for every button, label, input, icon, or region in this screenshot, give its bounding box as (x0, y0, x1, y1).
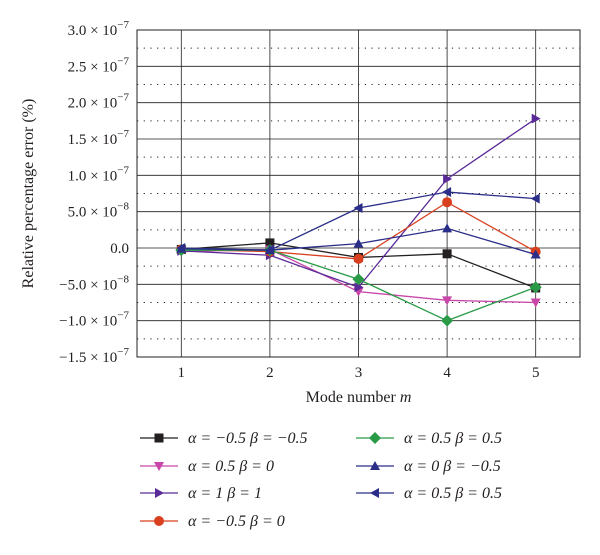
legend-marker (370, 461, 380, 470)
legend-marker (369, 432, 381, 444)
data-point (442, 249, 452, 259)
legend-label: α = 0.5 β = 0.5 (404, 430, 502, 447)
data-point (176, 243, 186, 253)
data-point (353, 253, 364, 264)
y-tick-label: 5.0 × 10−8 (68, 201, 130, 221)
legend-marker (154, 433, 164, 443)
data-point (442, 296, 453, 306)
y-tick-label: −5.0 × 10−8 (59, 273, 129, 293)
x-tick-label: 2 (266, 365, 274, 381)
y-tick-label: 1.5 × 10−7 (68, 128, 130, 148)
x-tick-label: 5 (532, 365, 540, 381)
legend-label: α = 0.5 β = 0.5 (404, 485, 502, 502)
data-point (354, 282, 364, 293)
y-tick-label: −1.0 × 10−7 (59, 310, 129, 330)
legend-item: α = 0.5 β = 0.5 (356, 430, 502, 447)
legend-item: α = −0.5 β = 0 (140, 513, 285, 530)
data-point (443, 173, 453, 184)
data-point (530, 193, 540, 204)
legend-label: α = −0.5 β = 0 (188, 513, 285, 530)
data-point (530, 249, 541, 259)
legend-marker (154, 462, 164, 471)
legend-marker (370, 488, 379, 498)
data-point (265, 238, 275, 248)
y-tick-label: 0.0 (110, 241, 129, 257)
data-point (442, 197, 453, 208)
legend-label: α = 0.5 β = 0 (188, 458, 274, 475)
legend-label: α = −0.5 β = −0.5 (188, 430, 308, 447)
data-point (353, 203, 363, 214)
legend-item: α = −0.5 β = −0.5 (140, 430, 308, 447)
data-point (531, 113, 541, 124)
x-tick-label: 4 (443, 365, 451, 381)
y-tick-label: −1.5 × 10−7 (59, 346, 129, 366)
legend-item: α = 0.5 β = 0 (140, 458, 274, 475)
y-tick-label: 2.0 × 10−7 (68, 92, 130, 112)
data-point (352, 273, 365, 286)
data-point (442, 187, 452, 198)
series-7 (176, 187, 540, 256)
data-point (264, 245, 274, 256)
x-tick-label: 1 (178, 365, 186, 381)
data-point (529, 281, 542, 294)
data-point (353, 238, 364, 248)
legend-label: α = 1 β = 1 (188, 485, 262, 502)
legend-item: α = 1 β = 1 (140, 485, 262, 502)
data-point (441, 314, 454, 327)
y-tick-label: 3.0 × 10−7 (68, 19, 130, 39)
legend-marker (154, 516, 164, 526)
data-point (442, 223, 453, 233)
x-axis-title: Mode number m (306, 389, 412, 406)
x-tick-label: 3 (355, 365, 363, 381)
y-tick-label: 2.5 × 10−7 (68, 55, 130, 75)
y-tick-label: 1.0 × 10−7 (68, 164, 130, 184)
legend-marker (155, 488, 164, 498)
data-point (530, 298, 541, 308)
y-axis-title: Relative percentage error (%) (20, 99, 37, 289)
legend-item: α = 0.5 β = 0.5 (356, 485, 502, 502)
legend-label: α = 0 β = −0.5 (404, 458, 501, 475)
legend-item: α = 0 β = −0.5 (356, 458, 501, 475)
